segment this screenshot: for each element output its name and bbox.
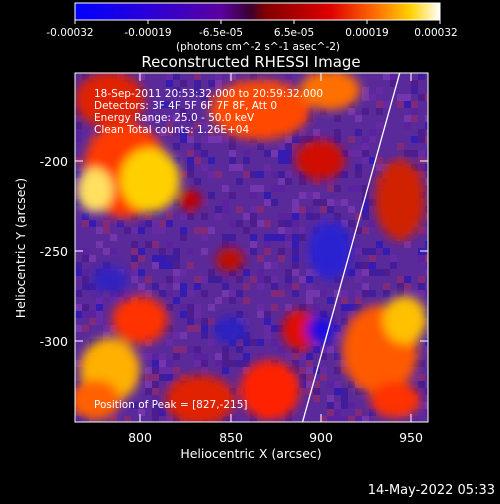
colorbar-tick-label: 0.00032 <box>414 27 457 39</box>
colorbar-tick-label: 0.00019 <box>345 27 388 39</box>
peak-position: Position of Peak = [827,-215] <box>94 399 248 411</box>
info-overlay: 18-Sep-2011 20:53:32.000 to 20:59:32.000… <box>94 88 323 136</box>
colorbar <box>74 2 441 21</box>
x-axis-label: Heliocentric X (arcsec) <box>180 446 321 461</box>
y-axis-ticks <box>75 160 428 342</box>
reconstructed-image <box>75 73 428 422</box>
colorbar-tick-label: -0.00032 <box>46 27 93 39</box>
plot-title: Reconstructed RHESSI Image <box>141 53 360 71</box>
colorbar-ticks <box>74 20 441 24</box>
x-tick-label: 950 <box>399 430 423 445</box>
x-tick-label: 900 <box>309 430 333 445</box>
y-axis-label: Heliocentric Y (arcsec) <box>13 178 28 318</box>
y-tick-label: -200 <box>40 154 68 169</box>
colorbar-tick-label: -0.00019 <box>124 27 171 39</box>
plot-frame <box>74 72 429 423</box>
footer-timestamp: 14-May-2022 05:33 <box>368 483 495 498</box>
x-tick-label: 800 <box>128 430 152 445</box>
x-axis-ticks <box>139 73 412 422</box>
solar-limb <box>301 73 401 422</box>
x-tick-label: 850 <box>219 430 243 445</box>
info-energy-range: Energy Range: 25.0 - 50.0 keV <box>94 112 255 124</box>
info-counts: Clean Total counts: 1.26E+04 <box>94 124 249 136</box>
info-detectors: Detectors: 3F 4F 5F 6F 7F 8F, Att 0 <box>94 100 277 112</box>
colorbar-tick-label: -6.5e-05 <box>199 27 243 39</box>
y-tick-label: -300 <box>40 334 68 349</box>
colorbar-unit-label: (photons cm^-2 s^-1 asec^-2) <box>176 41 340 53</box>
y-tick-label: -250 <box>40 244 68 259</box>
colorbar-tick-label: 6.5e-05 <box>274 27 314 39</box>
info-time-range: 18-Sep-2011 20:53:32.000 to 20:59:32.000 <box>94 88 323 100</box>
